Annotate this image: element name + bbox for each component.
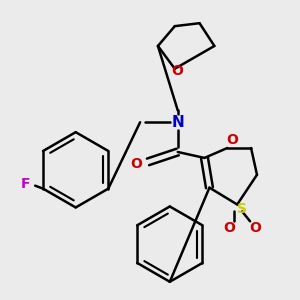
Text: O: O [226,133,238,147]
Text: N: N [171,115,184,130]
Text: O: O [130,157,142,171]
Text: O: O [223,221,235,235]
Text: O: O [249,221,261,235]
Text: S: S [237,202,247,216]
Text: F: F [20,177,30,191]
Text: O: O [171,64,183,78]
